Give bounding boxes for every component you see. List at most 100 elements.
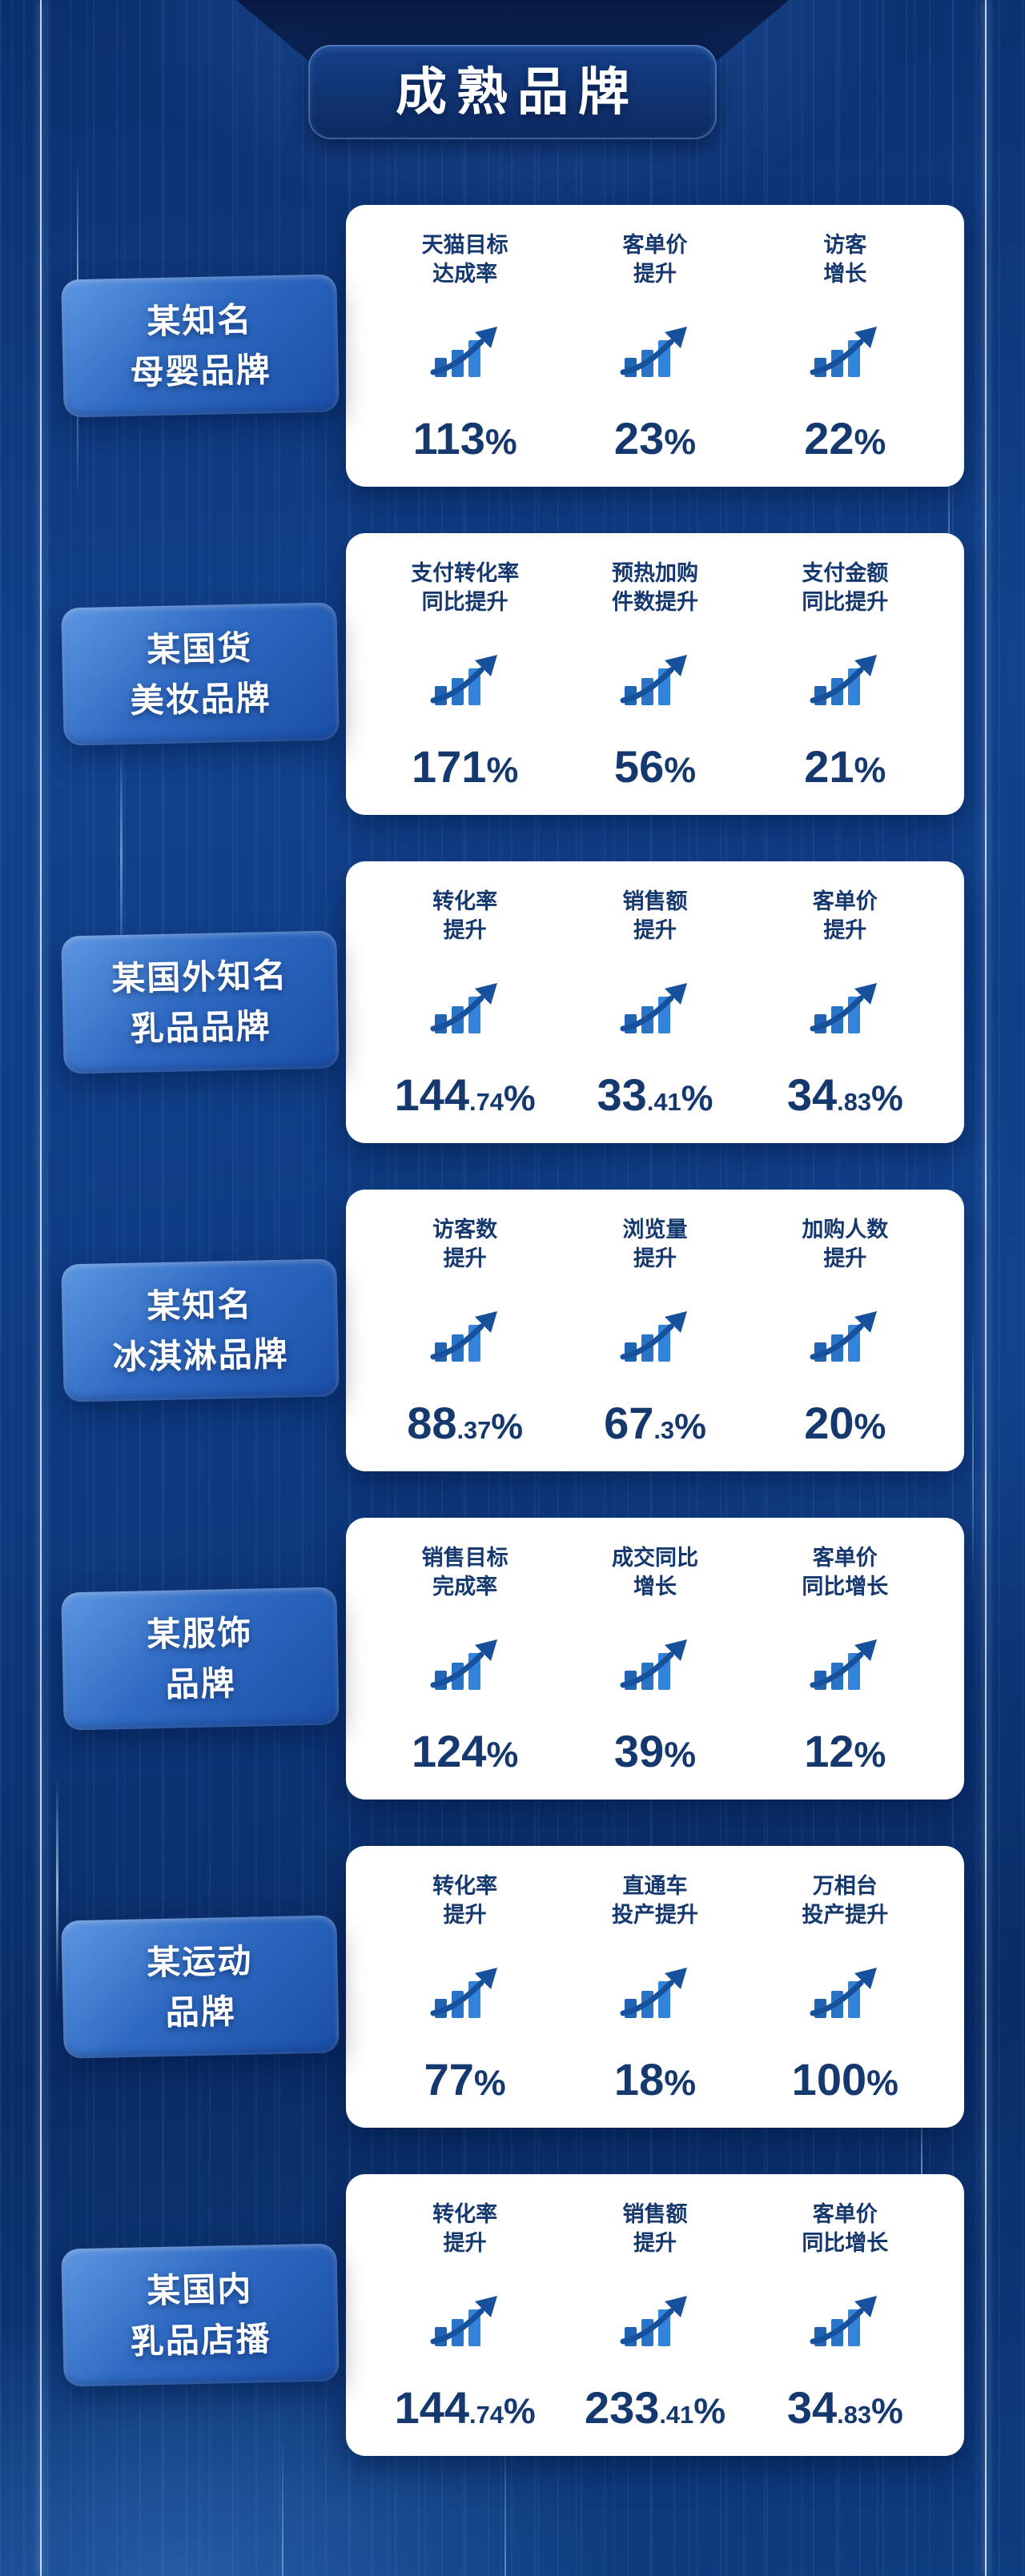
metric-value-int: 20	[804, 1398, 854, 1448]
metric-value-dec: .83	[837, 1088, 871, 1116]
brand-label: 某知名 母婴品牌	[61, 274, 340, 418]
brand-name-line2: 乳品店播	[130, 2320, 272, 2361]
percent-sign: %	[491, 1406, 524, 1446]
metric: 客单价 提升 23%	[560, 231, 750, 461]
metric-value: 233.41%	[585, 2385, 726, 2430]
metric-value-int: 34	[786, 1069, 838, 1120]
percent-sign: %	[866, 2063, 898, 2103]
percent-sign: %	[473, 2063, 506, 2103]
metric: 访客数 提升 88.37%	[370, 1215, 560, 1446]
growth-chart-icon	[806, 979, 883, 1038]
metric: 转化率 提升 144.74%	[370, 887, 560, 1117]
metric-value-dec: .41	[646, 1088, 681, 1116]
metric-value: 21%	[804, 744, 886, 789]
metric-value: 171%	[412, 744, 518, 789]
metric-label: 访客数 提升	[432, 1215, 497, 1274]
growth-chart-icon	[617, 1307, 693, 1366]
metric-label-line1: 销售目标	[421, 1546, 508, 1570]
brand-label: 某国货 美妆品牌	[61, 602, 340, 746]
growth-chart-icon	[617, 1635, 693, 1695]
metrics-card: 支付转化率 同比提升 171% 预热加购 件数提升	[346, 533, 964, 815]
metric-value: 67.3%	[604, 1401, 706, 1446]
metric-label: 成交同比 增长	[612, 1543, 698, 1602]
percent-sign: %	[693, 2391, 726, 2431]
frame-line-right	[985, 0, 987, 2576]
metric-label-line1: 客单价	[812, 1546, 878, 1570]
metric: 万相台 投产提升 100%	[750, 1872, 940, 2102]
brand-name-line1: 某服饰	[146, 1613, 253, 1654]
brand-row-maternal-baby: 某知名 母婴品牌 天猫目标 达成率 113% 客单价	[61, 205, 964, 487]
percent-sign: %	[664, 750, 697, 790]
frame-line-left	[40, 0, 42, 2576]
growth-chart-icon	[806, 651, 883, 710]
metric: 转化率 提升 77%	[370, 1872, 560, 2102]
growth-chart-icon	[806, 1307, 883, 1366]
metric-label: 预热加购 件数提升	[612, 559, 698, 617]
metric-value: 144.74%	[395, 2385, 536, 2430]
brand-name-line2: 乳品品牌	[130, 1007, 272, 1048]
metric-value-int: 12	[804, 1726, 854, 1776]
metric-label-line1: 客单价	[812, 2202, 878, 2226]
metric-value-int: 144	[394, 2382, 470, 2433]
metric-value-dec: .3	[653, 1416, 675, 1444]
brand-name-line1: 某国内	[146, 2269, 253, 2310]
metric: 访客 增长 22%	[750, 231, 940, 461]
metric-label-line1: 转化率	[432, 2202, 498, 2226]
metric-value-int: 23	[613, 413, 665, 463]
metric-value: 124%	[412, 1729, 518, 1774]
metric: 天猫目标 达成率 113%	[370, 231, 560, 461]
metric: 成交同比 增长 39%	[560, 1543, 750, 1774]
percent-sign: %	[664, 422, 697, 462]
metric-label-line2: 提升	[443, 2231, 487, 2256]
percent-sign: %	[674, 1406, 706, 1446]
metric-value-dec: .74	[469, 2401, 504, 2429]
page-title: 成熟品牌	[396, 63, 639, 121]
percent-sign: %	[854, 1406, 886, 1446]
metric-label: 客单价 提升	[622, 231, 687, 289]
metric-label-line1: 客单价	[812, 889, 878, 913]
percent-sign: %	[484, 422, 517, 462]
percent-sign: %	[664, 2063, 697, 2103]
brand-label: 某国外知名 乳品品牌	[61, 930, 340, 1074]
metric-label-line1: 直通车	[622, 1874, 688, 1898]
growth-chart-icon	[806, 2292, 883, 2351]
metric-label: 销售额 提升	[622, 2200, 687, 2258]
metric-label-line2: 提升	[443, 1903, 487, 1928]
metric-label: 浏览量 提升	[622, 1215, 687, 1274]
metric-label-line2: 增长	[633, 1575, 677, 1599]
growth-chart-icon	[806, 323, 883, 382]
metrics-card: 转化率 提升 144.74% 销售额 提升 3	[346, 861, 964, 1143]
brand-name-line2: 美妆品牌	[130, 679, 272, 720]
metric-label-line2: 达成率	[432, 262, 498, 287]
metric-label-line2: 同比提升	[802, 590, 889, 615]
metric: 客单价 同比增长 12%	[750, 1543, 940, 1774]
brand-name-line2: 冰淇淋品牌	[112, 1334, 290, 1377]
brand-row-domestic-beauty: 某国货 美妆品牌 支付转化率 同比提升 171% 预热加购	[61, 533, 964, 815]
metric-value-dec: .41	[659, 2401, 694, 2429]
metric-label-line1: 成交同比	[611, 1546, 698, 1570]
brand-name-line1: 某知名	[146, 1285, 253, 1326]
metric-label-line2: 提升	[633, 918, 677, 943]
metric-label-line2: 提升	[443, 1246, 487, 1271]
percent-sign: %	[503, 2391, 536, 2431]
percent-sign: %	[870, 1078, 903, 1118]
metric-label: 加购人数 提升	[802, 1215, 888, 1274]
metric-label: 转化率 提升	[432, 1872, 497, 1930]
metric-value-int: 39	[613, 1726, 665, 1776]
metric-value-int: 22	[804, 413, 854, 463]
brand-row-ice-cream: 某知名 冰淇淋品牌 访客数 提升 88.37% 浏览量	[61, 1190, 964, 1471]
metric: 客单价 同比增长 34.83%	[750, 2200, 940, 2430]
growth-chart-icon	[617, 2292, 693, 2351]
growth-chart-icon	[617, 651, 693, 710]
brand-row-foreign-dairy: 某国外知名 乳品品牌 转化率 提升 144.74% 销售额	[61, 861, 964, 1143]
metric-label: 支付金额 同比提升	[802, 559, 888, 617]
percent-sign: %	[854, 750, 886, 790]
growth-chart-icon	[427, 323, 504, 382]
metric: 浏览量 提升 67.3%	[560, 1215, 750, 1446]
metric-value-int: 88	[407, 1398, 457, 1448]
percent-sign: %	[486, 1735, 519, 1775]
growth-chart-icon	[427, 1635, 504, 1695]
metric-label-line1: 销售额	[622, 889, 688, 913]
brand-label: 某服饰 品牌	[61, 1587, 340, 1731]
